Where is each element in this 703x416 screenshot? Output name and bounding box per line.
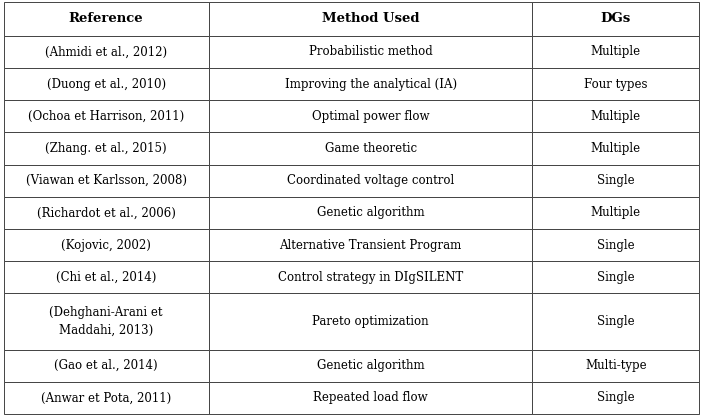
Text: (Dehghani-Arani et
Maddahi, 2013): (Dehghani-Arani et Maddahi, 2013) (49, 306, 163, 337)
Text: (Ahmidi et al., 2012): (Ahmidi et al., 2012) (45, 45, 167, 59)
Bar (532, 382, 699, 414)
Text: (Chi et al., 2014): (Chi et al., 2014) (56, 271, 156, 284)
Text: Repeated load flow: Repeated load flow (314, 391, 428, 404)
Text: Genetic algorithm: Genetic algorithm (317, 206, 425, 219)
Bar (209, 293, 532, 349)
Text: Four types: Four types (584, 78, 647, 91)
Text: Control strategy in DIgSILENT: Control strategy in DIgSILENT (278, 271, 463, 284)
Text: (Kojovic, 2002): (Kojovic, 2002) (61, 238, 151, 252)
Bar (209, 36, 532, 68)
Bar (4, 68, 209, 100)
Text: Genetic algorithm: Genetic algorithm (317, 359, 425, 372)
Bar (209, 132, 532, 165)
Text: Improving the analytical (IA): Improving the analytical (IA) (285, 78, 457, 91)
Text: Single: Single (597, 271, 635, 284)
Text: Single: Single (597, 391, 635, 404)
Bar (532, 100, 699, 132)
Bar (4, 382, 209, 414)
Bar (209, 197, 532, 229)
Text: Single: Single (597, 174, 635, 187)
Text: Multiple: Multiple (591, 110, 641, 123)
Bar (4, 349, 209, 382)
Bar (532, 165, 699, 197)
Bar (4, 165, 209, 197)
Text: (Gao et al., 2014): (Gao et al., 2014) (54, 359, 158, 372)
Text: Single: Single (597, 238, 635, 252)
Bar (209, 382, 532, 414)
Bar (532, 68, 699, 100)
Bar (209, 100, 532, 132)
Text: Reference: Reference (69, 12, 143, 25)
Bar (209, 349, 532, 382)
Text: Optimal power flow: Optimal power flow (312, 110, 430, 123)
Text: Multiple: Multiple (591, 206, 641, 219)
Bar (4, 132, 209, 165)
Text: Alternative Transient Program: Alternative Transient Program (280, 238, 462, 252)
Text: Multiple: Multiple (591, 45, 641, 59)
Bar (209, 2, 532, 36)
Bar (532, 2, 699, 36)
Text: (Ochoa et Harrison, 2011): (Ochoa et Harrison, 2011) (28, 110, 184, 123)
Text: Pareto optimization: Pareto optimization (312, 315, 429, 328)
Bar (4, 100, 209, 132)
Text: Method Used: Method Used (322, 12, 420, 25)
Bar (532, 197, 699, 229)
Bar (532, 229, 699, 261)
Bar (532, 261, 699, 293)
Text: DGs: DGs (601, 12, 631, 25)
Bar (209, 68, 532, 100)
Bar (4, 229, 209, 261)
Text: (Richardot et al., 2006): (Richardot et al., 2006) (37, 206, 176, 219)
Bar (4, 293, 209, 349)
Bar (532, 349, 699, 382)
Text: (Duong et al., 2010): (Duong et al., 2010) (46, 78, 166, 91)
Text: (Viawan et Karlsson, 2008): (Viawan et Karlsson, 2008) (26, 174, 187, 187)
Text: Multi-type: Multi-type (585, 359, 647, 372)
Bar (209, 165, 532, 197)
Bar (209, 261, 532, 293)
Bar (4, 197, 209, 229)
Bar (532, 293, 699, 349)
Bar (4, 261, 209, 293)
Text: Probabilistic method: Probabilistic method (309, 45, 432, 59)
Bar (4, 2, 209, 36)
Bar (4, 36, 209, 68)
Text: Single: Single (597, 315, 635, 328)
Bar (532, 36, 699, 68)
Text: Multiple: Multiple (591, 142, 641, 155)
Text: Game theoretic: Game theoretic (325, 142, 417, 155)
Bar (532, 132, 699, 165)
Text: Coordinated voltage control: Coordinated voltage control (287, 174, 454, 187)
Bar (209, 229, 532, 261)
Text: (Anwar et Pota, 2011): (Anwar et Pota, 2011) (41, 391, 172, 404)
Text: (Zhang. et al., 2015): (Zhang. et al., 2015) (46, 142, 167, 155)
